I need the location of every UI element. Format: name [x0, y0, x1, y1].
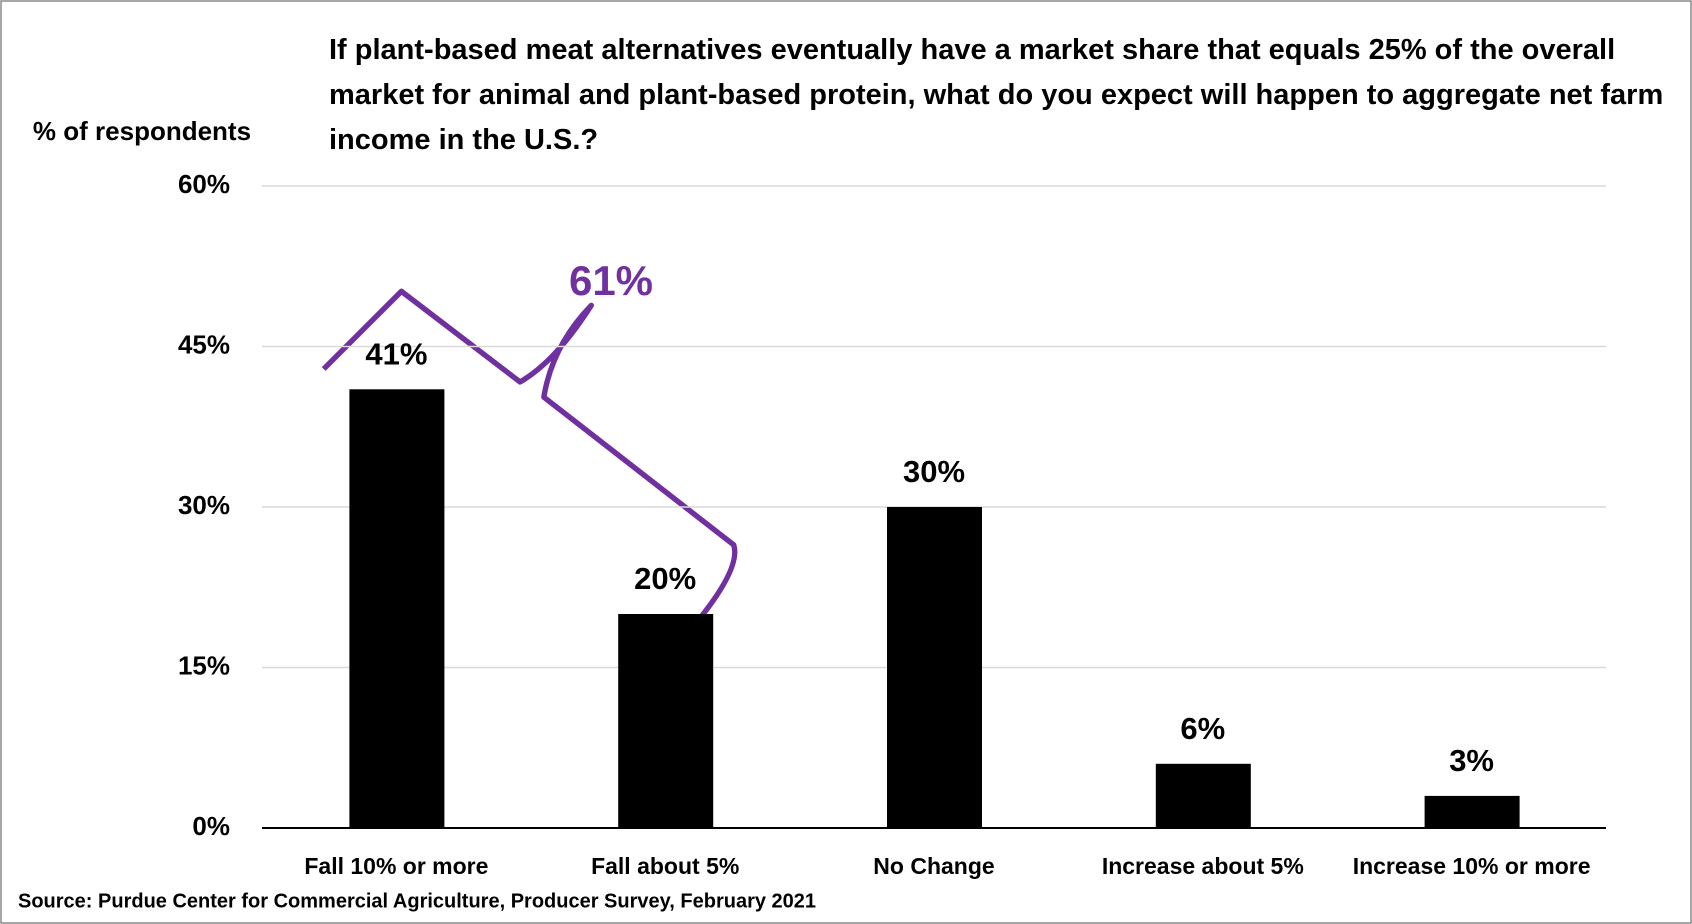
value-label: 41% [365, 336, 427, 371]
value-label: 6% [1180, 711, 1225, 746]
y-tick-label: 30% [178, 490, 230, 520]
y-axis-label: % of respondents [33, 116, 251, 146]
x-tick-label: Fall 10% or more [304, 853, 488, 879]
value-label: 20% [634, 561, 696, 596]
source: Source: Purdue Center for Commercial Agr… [18, 890, 816, 912]
annotation-label: 61% [569, 257, 653, 304]
bar [1425, 796, 1520, 828]
y-tick-label: 45% [178, 329, 230, 359]
bar [618, 614, 713, 828]
x-tick-label: Fall about 5% [591, 853, 739, 879]
y-tick-label: 60% [178, 169, 230, 199]
x-tick-label: No Change [873, 853, 994, 879]
value-label: 3% [1449, 743, 1494, 778]
bar [1156, 764, 1251, 828]
x-tick-label: Increase about 5% [1102, 853, 1304, 879]
y-tick-label: 0% [192, 811, 230, 841]
x-tick-label: Increase 10% or more [1353, 853, 1591, 879]
y-tick-label: 15% [178, 650, 230, 680]
chart-frame: % of respondents Source: Purdue Center f… [0, 0, 1692, 924]
value-label: 30% [903, 454, 965, 489]
chart-title: If plant-based meat alternatives eventua… [329, 28, 1669, 163]
bar [887, 507, 982, 828]
bar [349, 389, 444, 828]
